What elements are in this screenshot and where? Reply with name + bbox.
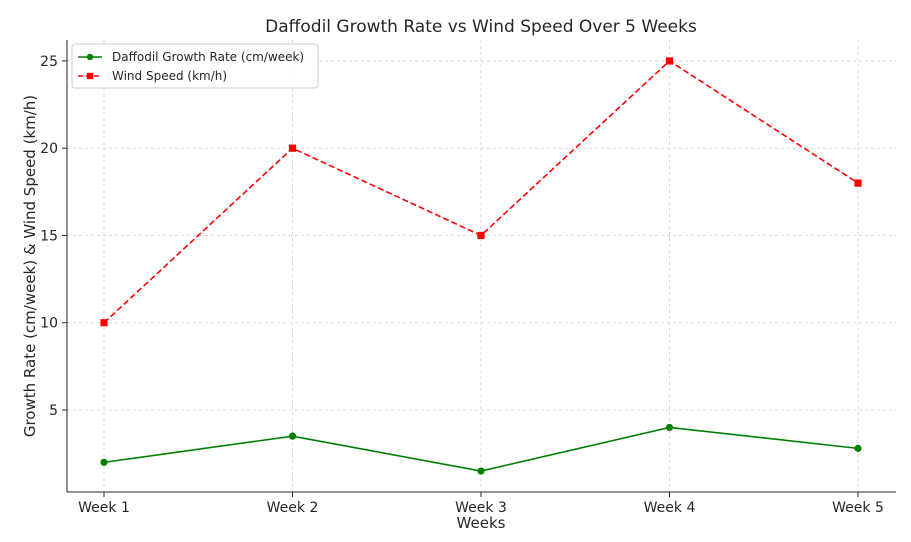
data-point-growth-rate	[665, 423, 674, 432]
series	[100, 57, 862, 475]
data-point-wind-speed	[477, 231, 485, 240]
x-tick-label: Week 4	[644, 500, 696, 516]
chart-title: Daffodil Growth Rate vs Wind Speed Over …	[265, 17, 697, 37]
y-tick-label: 15	[40, 228, 58, 244]
legend: Daffodil Growth Rate (cm/week) Wind Spee…	[71, 43, 319, 89]
x-tick-label: Week 1	[78, 500, 130, 516]
legend-label-growth: Daffodil Growth Rate (cm/week)	[112, 50, 304, 64]
data-point-growth-rate	[854, 444, 862, 452]
data-point-growth-rate	[100, 458, 108, 466]
data-point-growth-rate	[288, 432, 297, 440]
data-point-wind-speed	[854, 179, 862, 187]
y-axis-label: Growth Rate (cm/week) & Wind Speed (km/h…	[21, 95, 39, 437]
y-ticks: 5 10 15 20 25	[40, 54, 67, 419]
legend-marker-wind	[86, 72, 94, 80]
x-tick-label: Week 5	[832, 500, 884, 516]
data-point-wind-speed	[665, 57, 674, 65]
y-tick-label: 5	[49, 403, 58, 419]
data-point-growth-rate	[477, 467, 485, 475]
x-axis-label: Weeks	[457, 514, 506, 532]
x-tick-label: Week 3	[455, 500, 507, 516]
y-tick-label: 25	[40, 54, 58, 70]
y-tick-label: 10	[40, 316, 58, 332]
data-point-wind-speed	[100, 319, 108, 327]
x-tick-label: Week 2	[267, 500, 319, 516]
grid	[67, 40, 896, 492]
y-tick-label: 20	[40, 141, 58, 157]
legend-box	[71, 43, 319, 89]
legend-label-wind: Wind Speed (km/h)	[112, 69, 227, 83]
legend-marker-growth	[86, 53, 94, 61]
axes	[66, 40, 896, 493]
data-point-wind-speed	[288, 144, 297, 152]
x-ticks: Week 1 Week 2 Week 3 Week 4 Week 5	[78, 492, 884, 516]
